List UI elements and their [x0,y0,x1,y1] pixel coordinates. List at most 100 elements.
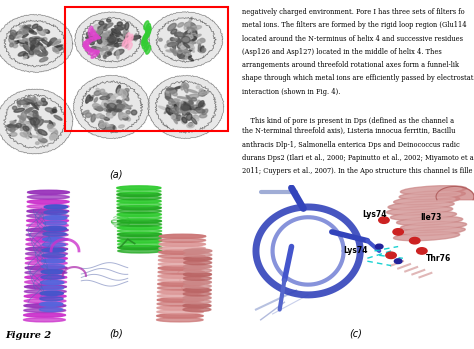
Ellipse shape [123,39,128,46]
Ellipse shape [114,109,121,112]
Ellipse shape [55,45,63,47]
Ellipse shape [188,17,192,24]
Ellipse shape [40,286,64,290]
Ellipse shape [196,117,199,121]
Ellipse shape [35,41,37,44]
Ellipse shape [24,299,66,303]
Ellipse shape [103,40,109,44]
Ellipse shape [401,186,466,194]
Ellipse shape [118,112,123,120]
Ellipse shape [110,104,121,108]
Ellipse shape [104,107,107,110]
Ellipse shape [9,38,15,45]
Ellipse shape [157,294,204,298]
Ellipse shape [183,37,191,44]
Ellipse shape [187,124,194,128]
Ellipse shape [111,34,116,40]
Ellipse shape [26,126,31,128]
Ellipse shape [86,37,96,39]
Ellipse shape [29,38,36,44]
Ellipse shape [103,55,106,59]
Ellipse shape [98,27,102,30]
Ellipse shape [46,108,55,112]
Ellipse shape [199,91,209,95]
Text: Figure 2: Figure 2 [5,331,51,340]
Ellipse shape [26,257,67,260]
Ellipse shape [184,108,192,111]
Ellipse shape [177,49,182,57]
Ellipse shape [180,101,183,108]
Ellipse shape [18,116,25,120]
Ellipse shape [47,124,53,128]
Ellipse shape [20,100,32,103]
Ellipse shape [34,45,41,48]
Ellipse shape [186,109,196,114]
Ellipse shape [183,54,191,57]
Ellipse shape [103,40,108,44]
Ellipse shape [106,125,111,131]
Ellipse shape [107,112,109,116]
Ellipse shape [183,304,211,308]
Ellipse shape [87,95,94,101]
Ellipse shape [111,104,118,107]
Ellipse shape [27,38,36,41]
Ellipse shape [182,45,188,51]
Ellipse shape [158,270,205,274]
Ellipse shape [109,31,113,36]
Ellipse shape [191,25,196,29]
Ellipse shape [102,46,108,50]
Ellipse shape [24,313,65,317]
Ellipse shape [40,58,48,62]
Ellipse shape [106,42,110,46]
Ellipse shape [166,88,174,90]
Ellipse shape [9,35,14,39]
Ellipse shape [28,30,36,34]
Ellipse shape [178,42,184,46]
Ellipse shape [38,25,41,30]
Ellipse shape [184,106,191,111]
Ellipse shape [180,38,184,42]
Ellipse shape [26,247,68,251]
Ellipse shape [102,28,107,31]
Ellipse shape [38,53,47,56]
Ellipse shape [31,98,39,105]
Ellipse shape [113,30,119,35]
Ellipse shape [85,49,96,52]
Ellipse shape [31,120,38,128]
Ellipse shape [35,127,37,131]
Ellipse shape [43,57,47,60]
Ellipse shape [104,40,114,44]
Ellipse shape [103,31,110,36]
Polygon shape [147,75,224,139]
Ellipse shape [174,99,180,101]
Ellipse shape [185,102,193,105]
Ellipse shape [180,50,186,52]
Ellipse shape [158,286,204,290]
Ellipse shape [34,38,44,40]
Ellipse shape [405,223,462,229]
Ellipse shape [130,36,140,40]
Ellipse shape [83,42,89,50]
Ellipse shape [52,38,57,43]
Ellipse shape [27,195,69,199]
Ellipse shape [158,274,204,278]
Ellipse shape [125,90,128,96]
Ellipse shape [114,41,118,46]
Ellipse shape [98,24,107,30]
Ellipse shape [183,36,188,39]
Ellipse shape [193,115,199,118]
Ellipse shape [177,49,183,53]
Ellipse shape [85,113,91,117]
Ellipse shape [114,43,125,46]
Ellipse shape [157,314,203,318]
Ellipse shape [116,85,120,93]
Ellipse shape [106,35,114,40]
Ellipse shape [158,266,205,270]
Ellipse shape [189,123,192,126]
Ellipse shape [105,127,114,130]
Ellipse shape [114,104,122,110]
Text: This kind of pore is present in Dps (defined as the channel a: This kind of pore is present in Dps (def… [242,117,454,125]
Ellipse shape [89,97,93,101]
Ellipse shape [100,96,110,100]
Ellipse shape [107,36,115,40]
